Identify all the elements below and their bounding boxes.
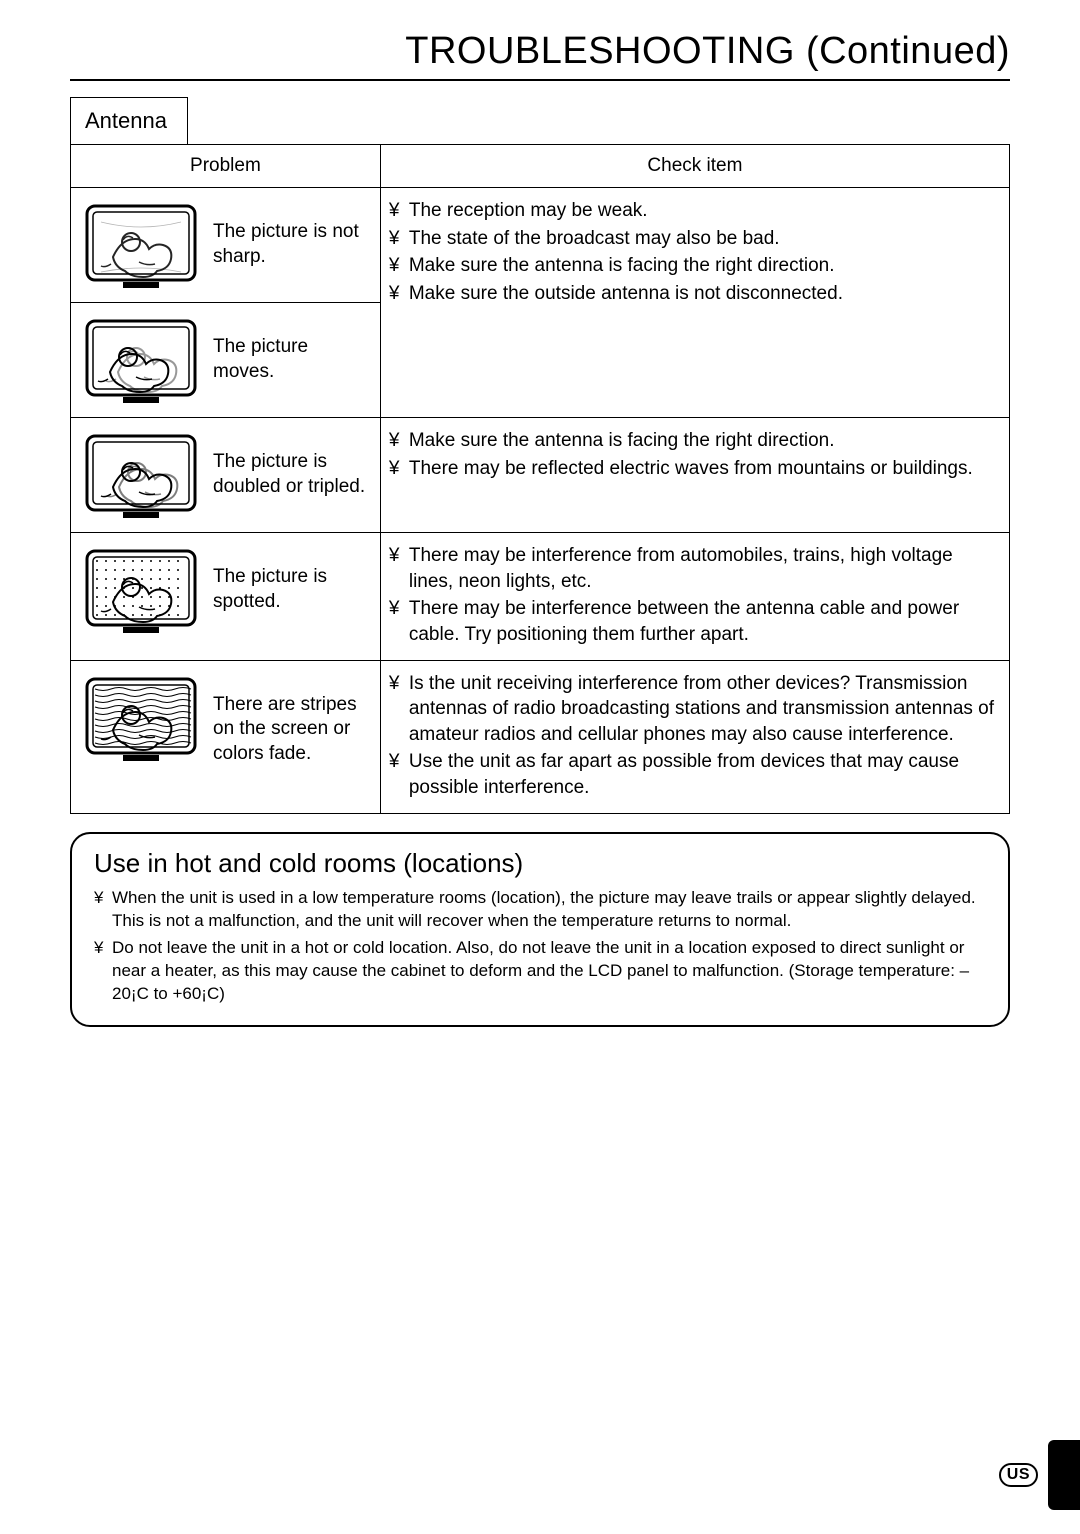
check-item: Use the unit as far apart as possible fr…: [389, 749, 997, 800]
tv-icon: [83, 432, 199, 522]
problem-cell: The picture moves.: [71, 303, 381, 418]
problem-text: The picture is not sharp.: [213, 198, 372, 269]
check-item: Make sure the outside antenna is not dis…: [389, 281, 997, 307]
problem-cell: The picture is doubled or tripled.: [71, 418, 381, 533]
check-list: Make sure the antenna is facing the righ…: [389, 428, 997, 481]
table-body: The picture is not sharp. The reception …: [71, 188, 1010, 814]
check-item: Make sure the antenna is facing the righ…: [389, 428, 997, 454]
check-item: There may be interference between the an…: [389, 596, 997, 647]
check-item: Is the unit receiving interference from …: [389, 671, 997, 748]
problem-cell: The picture is not sharp.: [71, 188, 381, 303]
check-list: Is the unit receiving interference from …: [389, 671, 997, 801]
problem-text: There are stripes on the screen or color…: [213, 671, 372, 767]
table-row: The picture is not sharp. The reception …: [71, 188, 1010, 303]
check-cell: The reception may be weak.The state of t…: [380, 188, 1009, 418]
problem-text: The picture is spotted.: [213, 543, 372, 614]
column-header-check: Check item: [380, 145, 1009, 188]
section-tab-antenna: Antenna: [70, 97, 188, 145]
table-row: The picture is doubled or tripled. Make …: [71, 418, 1010, 533]
edge-tab-icon: [1048, 1440, 1080, 1510]
problem-text: The picture is doubled or tripled.: [213, 428, 372, 499]
footer-badge: US: [999, 1440, 1040, 1510]
troubleshooting-table: Problem Check item The picture is not sh…: [70, 144, 1010, 814]
check-item: The state of the broadcast may also be b…: [389, 226, 997, 252]
page-header: TROUBLESHOOTING (Continued): [70, 30, 1010, 81]
problem-cell: The picture is spotted.: [71, 533, 381, 661]
tv-icon: [83, 202, 199, 292]
note-list: When the unit is used in a low temperatu…: [94, 887, 986, 1006]
note-box: Use in hot and cold rooms (locations) Wh…: [70, 832, 1010, 1028]
problem-cell: There are stripes on the screen or color…: [71, 660, 381, 813]
check-list: There may be interference from automobil…: [389, 543, 997, 648]
note-item: Do not leave the unit in a hot or cold l…: [94, 937, 986, 1006]
check-item: The reception may be weak.: [389, 198, 997, 224]
check-item: Make sure the antenna is facing the righ…: [389, 253, 997, 279]
tv-icon: [83, 675, 199, 765]
table-row: The picture is spotted. There may be int…: [71, 533, 1010, 661]
check-list: The reception may be weak.The state of t…: [389, 198, 997, 307]
check-cell: Make sure the antenna is facing the righ…: [380, 418, 1009, 533]
check-cell: There may be interference from automobil…: [380, 533, 1009, 661]
region-badge: US: [999, 1463, 1038, 1487]
page-title: TROUBLESHOOTING (Continued): [70, 30, 1010, 73]
note-title: Use in hot and cold rooms (locations): [94, 848, 986, 879]
column-header-problem: Problem: [71, 145, 381, 188]
tv-icon: [83, 547, 199, 637]
note-item: When the unit is used in a low temperatu…: [94, 887, 986, 933]
check-cell: Is the unit receiving interference from …: [380, 660, 1009, 813]
problem-text: The picture moves.: [213, 313, 372, 384]
check-item: There may be reflected electric waves fr…: [389, 456, 997, 482]
check-item: There may be interference from automobil…: [389, 543, 997, 594]
tv-icon: [83, 317, 199, 407]
table-row: There are stripes on the screen or color…: [71, 660, 1010, 813]
